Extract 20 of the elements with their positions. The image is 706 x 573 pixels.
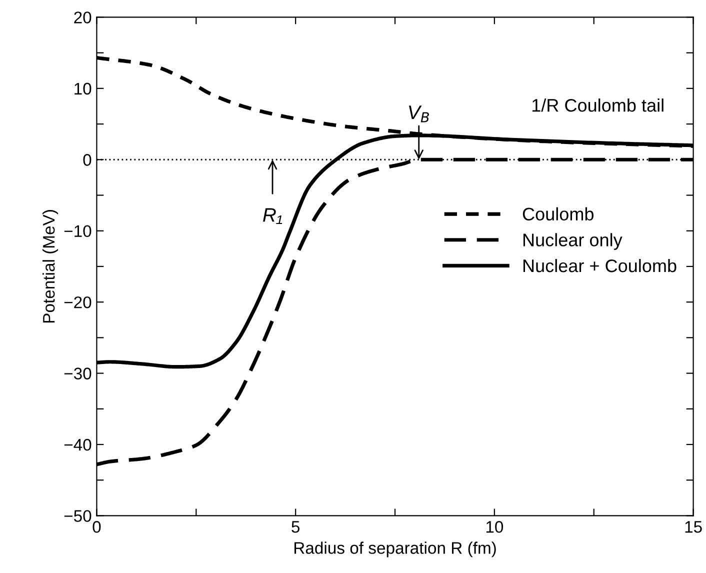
y-axis-title: Potential (MeV) [42, 210, 58, 323]
annotation: 1/R Coulomb tail [532, 98, 664, 112]
x-tick-label: 15 [685, 521, 702, 533]
x-tick-label: 0 [92, 521, 101, 533]
x-tick-label: 5 [292, 521, 300, 533]
legend-label: Nuclear only [523, 233, 622, 250]
y-tick-label: −30 [64, 368, 92, 380]
y-tick-label: 20 [74, 12, 92, 24]
y-tick-label: 0 [83, 154, 92, 166]
x-axis-title: Radius of separation R (fm) [294, 542, 496, 558]
legend-label: Coulomb [522, 207, 594, 221]
annotation: V$_{B}$ [408, 106, 429, 122]
annotation: R₁ [263, 208, 282, 224]
y-tick-label: −10 [64, 225, 92, 238]
y-tick-label: −20 [64, 296, 92, 308]
x-tick-label: 10 [486, 521, 504, 533]
y-tick-label: 10 [74, 82, 92, 95]
legend-label: Nuclear + Coulomb [523, 258, 676, 272]
y-tick-label: −40 [64, 438, 92, 451]
y-tick-label: −50 [64, 510, 92, 522]
